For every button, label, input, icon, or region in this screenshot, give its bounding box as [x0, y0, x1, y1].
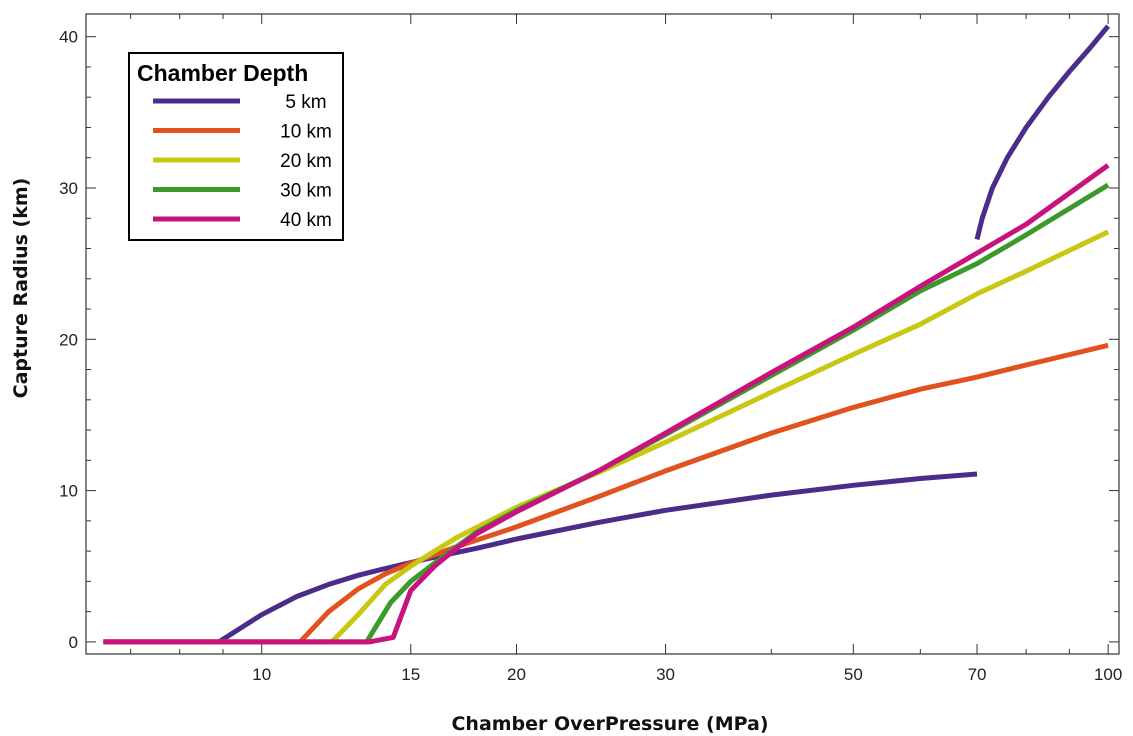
plot-frame [85, 13, 1120, 655]
legend-box [128, 52, 344, 241]
y-tick-label-10: 10 [59, 482, 78, 501]
y-tick-label-0: 0 [69, 633, 78, 652]
legend-items: 5 km 10 km 20 km 30 km 40 km [153, 92, 332, 231]
y-axis-title: Capture Radius (km) [10, 178, 32, 399]
series-line-20-km-seg-0 [103, 229, 1110, 645]
axis-ticks: 10 15 20 30 50 70 100 0 10 20 30 40 [59, 14, 1122, 684]
x-tick-label-100: 100 [1094, 665, 1122, 684]
y-tick-label-40: 40 [59, 28, 78, 47]
plot-marks [103, 24, 1111, 645]
series-line-30-km-seg-0 [103, 182, 1110, 645]
x-axis-title: Chamber OverPressure (MPa) [451, 713, 768, 735]
legend-label-10-km: 10 km [280, 122, 332, 143]
series-line-10-km-seg-0 [103, 342, 1109, 645]
legend-label-30-km: 30 km [280, 181, 332, 202]
x-tick-label-10: 10 [252, 665, 271, 684]
x-tick-label-20: 20 [507, 665, 526, 684]
y-tick-label-20: 20 [59, 330, 78, 349]
series-line-5-km-seg-1 [974, 24, 1111, 240]
x-tick-label-50: 50 [844, 665, 863, 684]
legend-label-40-km: 40 km [280, 210, 332, 231]
legend: Chamber Depth 5 km 10 km 20 km 30 km 40 km [128, 52, 344, 241]
y-tick-label-30: 30 [59, 179, 78, 198]
x-tick-label-70: 70 [968, 665, 987, 684]
x-tick-label-30: 30 [656, 665, 675, 684]
legend-label-5-km: 5 km [285, 92, 326, 113]
legend-label-20-km: 20 km [280, 151, 332, 172]
series-line-40-km-seg-0 [103, 163, 1110, 645]
legend-title: Chamber Depth [137, 60, 308, 86]
x-tick-label-15: 15 [401, 665, 420, 684]
